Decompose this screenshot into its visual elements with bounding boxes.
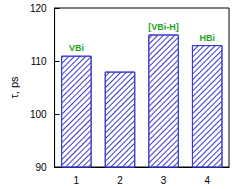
svg-text:110: 110 bbox=[31, 56, 47, 67]
svg-text:2: 2 bbox=[117, 175, 123, 186]
svg-text:τ, ps: τ, ps bbox=[8, 76, 20, 99]
svg-text:120: 120 bbox=[30, 3, 47, 14]
svg-text:[VBi-H]: [VBi-H] bbox=[148, 22, 179, 32]
svg-text:3: 3 bbox=[161, 175, 167, 186]
svg-text:1: 1 bbox=[74, 175, 80, 186]
svg-text:90: 90 bbox=[35, 162, 47, 173]
svg-text:HBi: HBi bbox=[199, 33, 215, 43]
svg-text:VBi: VBi bbox=[69, 43, 84, 53]
svg-text:100: 100 bbox=[30, 109, 47, 120]
svg-text:4: 4 bbox=[204, 175, 210, 186]
